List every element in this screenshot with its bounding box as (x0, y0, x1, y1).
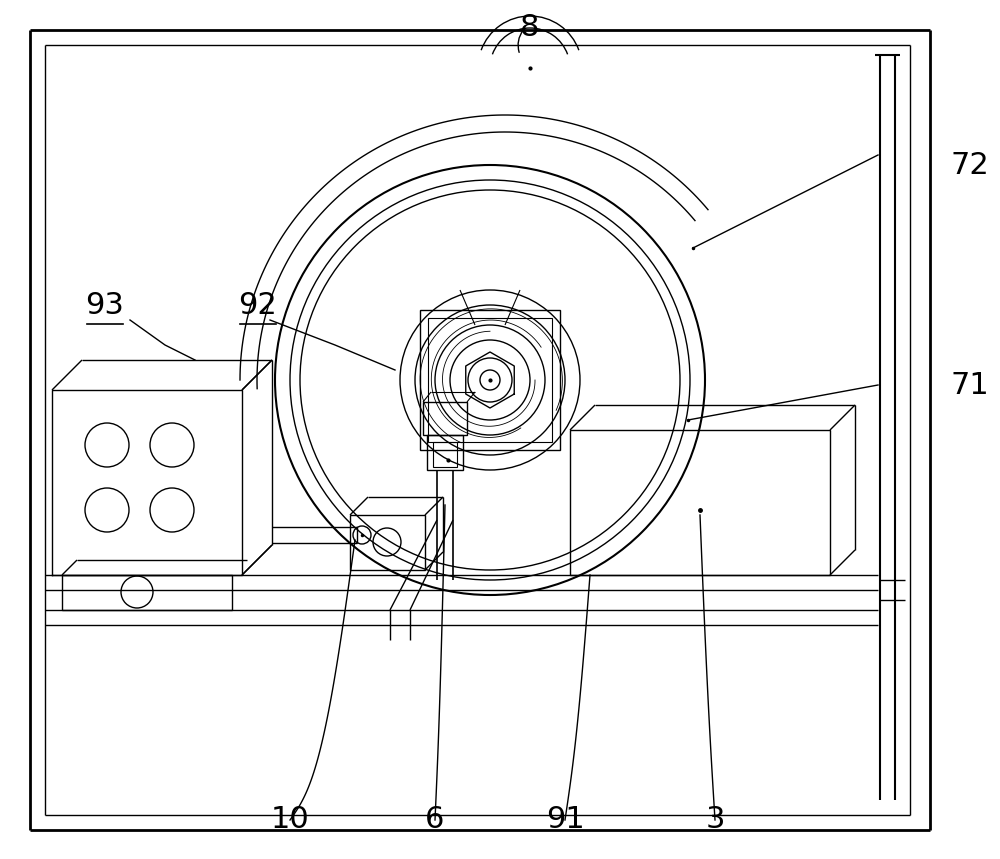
Text: 8: 8 (520, 14, 540, 42)
Bar (420, 310, 560, 450)
Bar (570, 430, 830, 575)
Bar (433, 442, 457, 467)
Bar (423, 402, 467, 435)
Bar (350, 515, 425, 570)
Text: 91: 91 (546, 806, 584, 834)
Text: 6: 6 (425, 806, 445, 834)
Bar (428, 318, 552, 442)
Text: 3: 3 (705, 806, 725, 834)
Bar (62, 575, 232, 610)
Text: 93: 93 (86, 290, 124, 320)
Bar (427, 435, 463, 470)
Text: 92: 92 (239, 290, 277, 320)
Text: 10: 10 (271, 806, 309, 834)
Text: 71: 71 (951, 370, 989, 399)
Text: 72: 72 (951, 150, 989, 180)
